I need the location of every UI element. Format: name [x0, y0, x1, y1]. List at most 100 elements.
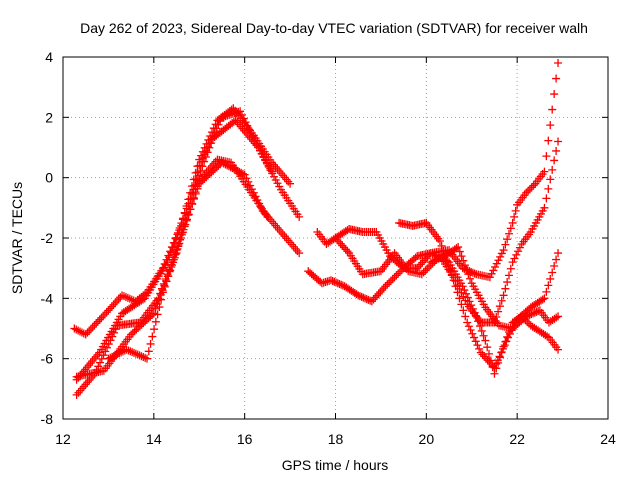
- data-point: [386, 276, 395, 285]
- data-point: [470, 269, 479, 278]
- data-point: [543, 332, 552, 341]
- data-point: [103, 343, 112, 352]
- data-point: [184, 201, 193, 210]
- data-point: [83, 328, 92, 337]
- data-point: [112, 296, 121, 305]
- data-point: [128, 348, 137, 357]
- data-point: [554, 345, 563, 354]
- data-point: [504, 271, 513, 280]
- data-point: [492, 359, 501, 368]
- data-marks: [70, 59, 563, 399]
- data-point: [544, 281, 553, 290]
- data-point: [490, 363, 499, 372]
- data-point: [174, 242, 183, 251]
- data-point: [529, 181, 538, 190]
- data-point: [436, 253, 445, 262]
- data-point: [452, 244, 461, 253]
- data-point: [183, 208, 192, 217]
- data-point: [79, 382, 88, 391]
- data-point: [414, 262, 423, 271]
- data-point: [525, 310, 534, 319]
- data-point: [499, 291, 508, 300]
- data-point: [72, 325, 81, 334]
- data-point: [550, 262, 559, 271]
- data-point: [280, 173, 289, 182]
- data-point: [241, 118, 250, 127]
- data-point: [540, 294, 549, 303]
- data-point: [165, 267, 174, 276]
- data-point: [114, 295, 123, 304]
- data-point: [554, 137, 563, 146]
- data-point: [284, 177, 293, 186]
- data-point: [277, 169, 285, 178]
- data-point: [492, 259, 501, 268]
- data-point: [423, 252, 432, 261]
- data-point: [101, 347, 110, 356]
- data-point: [182, 216, 191, 225]
- data-point: [475, 344, 484, 353]
- data-point: [542, 152, 551, 161]
- data-point: [468, 268, 477, 277]
- data-point: [421, 266, 430, 275]
- data-point: [554, 59, 563, 68]
- data-point: [444, 261, 453, 270]
- data-point: [139, 295, 148, 304]
- data-point: [451, 282, 460, 291]
- data-point: [357, 292, 366, 301]
- data-point: [92, 319, 101, 328]
- data-point: [334, 237, 343, 246]
- data-point: [278, 230, 287, 239]
- data-point: [495, 302, 504, 311]
- series-track-5: [72, 107, 276, 381]
- data-point: [143, 354, 152, 363]
- data-point: [333, 279, 342, 288]
- data-point: [552, 74, 561, 83]
- data-point: [181, 215, 190, 224]
- data-point: [421, 254, 430, 263]
- data-point: [500, 341, 509, 350]
- data-point: [506, 224, 515, 233]
- data-point: [240, 170, 249, 179]
- data-point: [202, 146, 211, 155]
- data-point: [390, 273, 399, 282]
- data-point: [332, 278, 341, 287]
- data-point: [200, 150, 209, 159]
- data-point: [146, 339, 155, 348]
- data-point: [501, 284, 510, 293]
- data-point: [457, 252, 466, 261]
- data-point: [236, 122, 245, 131]
- data-point: [169, 258, 178, 267]
- data-point: [124, 346, 133, 355]
- data-point: [552, 146, 561, 155]
- data-point: [491, 263, 500, 272]
- x-tick-labels: 12 14 16 18 20 22 24: [55, 431, 616, 447]
- data-point: [131, 349, 140, 358]
- data-point: [439, 246, 448, 255]
- data-point: [179, 222, 188, 231]
- data-point: [236, 107, 245, 116]
- data-point: [411, 253, 420, 262]
- data-point: [426, 258, 435, 267]
- series-track-7: [313, 59, 563, 282]
- data-point: [497, 348, 506, 357]
- data-point: [85, 326, 94, 335]
- data-point: [269, 219, 278, 228]
- data-point: [141, 353, 150, 362]
- data-point: [480, 352, 489, 361]
- y-tick-label: 0: [45, 170, 53, 186]
- data-point: [119, 292, 128, 301]
- data-point: [110, 328, 119, 337]
- data-point: [418, 258, 427, 267]
- data-point: [328, 276, 337, 285]
- data-point: [464, 270, 473, 279]
- data-point: [267, 167, 276, 176]
- data-point: [130, 348, 139, 357]
- data-point: [190, 181, 199, 190]
- data-point: [381, 282, 390, 291]
- data-point: [275, 167, 284, 176]
- data-point: [540, 167, 549, 176]
- data-point: [162, 276, 171, 285]
- data-point: [90, 321, 99, 330]
- data-point: [453, 280, 462, 289]
- data-point: [532, 307, 541, 316]
